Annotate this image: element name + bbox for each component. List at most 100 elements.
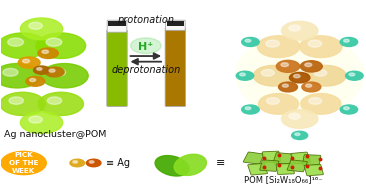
Circle shape: [281, 109, 318, 128]
Circle shape: [340, 37, 358, 46]
Text: H⁺: H⁺: [138, 42, 153, 52]
Circle shape: [290, 72, 310, 83]
FancyBboxPatch shape: [260, 160, 279, 171]
Text: ≡ Ag: ≡ Ag: [107, 158, 130, 168]
Circle shape: [346, 71, 363, 80]
FancyBboxPatch shape: [262, 151, 280, 162]
Text: protonation: protonation: [117, 15, 174, 25]
FancyBboxPatch shape: [243, 152, 264, 164]
Circle shape: [45, 67, 64, 77]
Circle shape: [29, 22, 42, 29]
Circle shape: [50, 68, 66, 76]
Circle shape: [38, 48, 58, 58]
Circle shape: [242, 105, 259, 114]
Circle shape: [344, 39, 349, 42]
Circle shape: [276, 60, 300, 72]
Circle shape: [0, 33, 47, 58]
FancyBboxPatch shape: [276, 163, 294, 174]
Circle shape: [73, 161, 78, 163]
Circle shape: [89, 161, 94, 163]
Circle shape: [289, 25, 300, 31]
Circle shape: [20, 18, 63, 40]
Circle shape: [258, 94, 299, 114]
Circle shape: [242, 37, 259, 46]
Circle shape: [340, 105, 358, 114]
Circle shape: [70, 159, 85, 167]
FancyBboxPatch shape: [303, 155, 321, 166]
FancyBboxPatch shape: [107, 30, 127, 107]
Circle shape: [1, 151, 46, 175]
Circle shape: [292, 131, 308, 139]
Circle shape: [308, 40, 322, 47]
Circle shape: [306, 65, 346, 86]
Circle shape: [236, 71, 254, 80]
Bar: [167, 21, 184, 26]
Circle shape: [305, 63, 312, 67]
Text: PICK
OF THE
WEEK: PICK OF THE WEEK: [9, 152, 38, 174]
Circle shape: [0, 64, 41, 88]
FancyBboxPatch shape: [291, 152, 310, 164]
Circle shape: [306, 84, 312, 87]
Circle shape: [289, 113, 300, 119]
Circle shape: [266, 40, 279, 47]
Circle shape: [294, 74, 300, 78]
Circle shape: [20, 112, 63, 133]
FancyBboxPatch shape: [287, 160, 307, 172]
Circle shape: [349, 73, 355, 76]
Circle shape: [344, 107, 349, 110]
Circle shape: [8, 38, 23, 46]
Circle shape: [34, 66, 49, 74]
Circle shape: [245, 39, 251, 42]
Circle shape: [23, 59, 30, 63]
Circle shape: [9, 97, 23, 104]
Ellipse shape: [174, 154, 206, 175]
Circle shape: [131, 38, 161, 54]
Circle shape: [309, 98, 322, 104]
Text: ≡: ≡: [216, 158, 225, 168]
FancyBboxPatch shape: [165, 20, 185, 30]
Circle shape: [36, 33, 86, 58]
Circle shape: [41, 64, 88, 88]
Circle shape: [47, 97, 62, 104]
Circle shape: [279, 82, 298, 92]
Circle shape: [0, 92, 45, 115]
Ellipse shape: [236, 33, 363, 116]
FancyBboxPatch shape: [165, 28, 186, 107]
Bar: [108, 21, 126, 26]
Circle shape: [282, 84, 288, 87]
Text: POM [Si₂W₁₈O₆₆]¹⁶⁻: POM [Si₂W₁₈O₆₆]¹⁶⁻: [244, 175, 323, 184]
Circle shape: [314, 70, 327, 76]
Circle shape: [37, 68, 42, 70]
Circle shape: [302, 82, 321, 92]
Circle shape: [295, 133, 300, 136]
Circle shape: [240, 73, 245, 76]
Circle shape: [42, 50, 49, 53]
Circle shape: [300, 61, 322, 72]
Circle shape: [3, 68, 18, 76]
FancyBboxPatch shape: [248, 163, 268, 175]
Circle shape: [281, 63, 288, 67]
Circle shape: [245, 107, 251, 110]
FancyBboxPatch shape: [107, 20, 127, 32]
Text: Ag nanocluster@POM: Ag nanocluster@POM: [4, 130, 106, 139]
Circle shape: [261, 70, 274, 76]
Ellipse shape: [243, 37, 356, 112]
Circle shape: [257, 36, 300, 57]
Circle shape: [18, 57, 40, 68]
Circle shape: [301, 94, 341, 114]
Circle shape: [253, 65, 294, 86]
Circle shape: [26, 77, 45, 86]
Ellipse shape: [155, 156, 189, 176]
Circle shape: [49, 69, 55, 72]
Circle shape: [30, 78, 36, 82]
Circle shape: [38, 92, 83, 115]
Circle shape: [46, 38, 62, 46]
Circle shape: [281, 21, 318, 40]
Text: deprotonation: deprotonation: [111, 65, 180, 75]
Circle shape: [29, 116, 42, 123]
Circle shape: [266, 98, 279, 104]
FancyBboxPatch shape: [304, 164, 324, 176]
Circle shape: [86, 159, 101, 167]
Circle shape: [300, 36, 342, 57]
FancyBboxPatch shape: [273, 153, 293, 164]
